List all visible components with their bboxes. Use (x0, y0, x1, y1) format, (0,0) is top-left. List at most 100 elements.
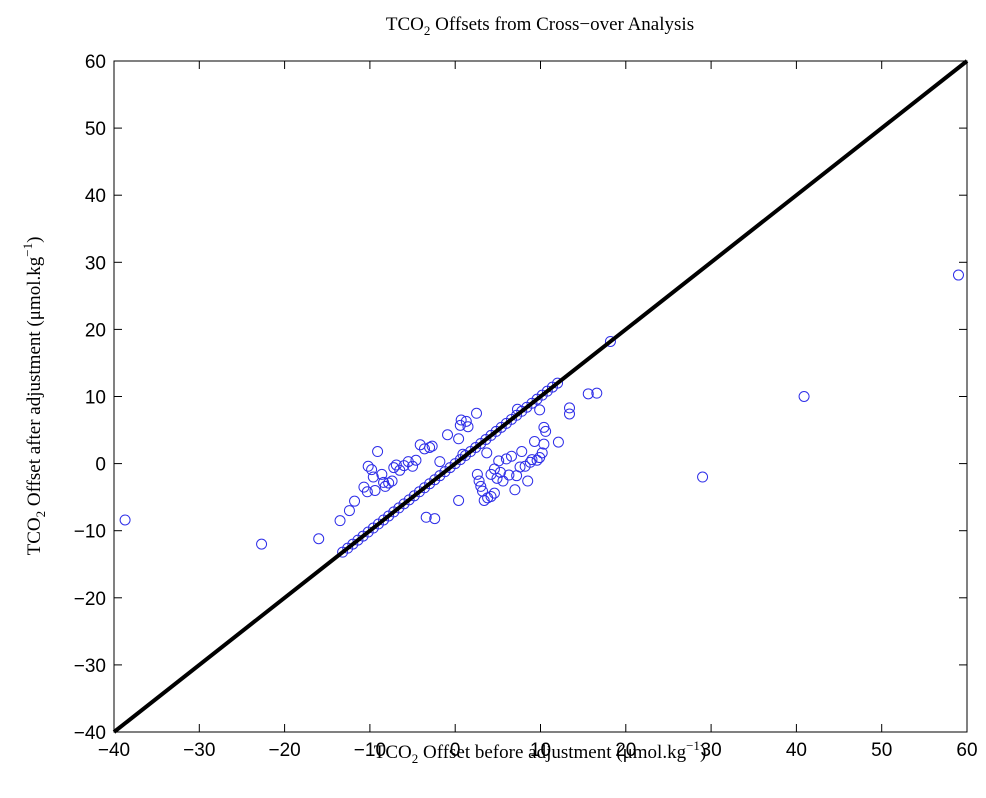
x-tick-label: 10 (530, 740, 551, 761)
chart-title-subscript: 2 (424, 23, 431, 38)
data-point (481, 447, 493, 459)
x-axis-label-main: TCO (374, 742, 412, 763)
data-point (582, 388, 594, 400)
data-point (418, 443, 430, 455)
data-point (434, 456, 446, 468)
data-point (478, 495, 490, 507)
data-point (538, 421, 550, 433)
data-point (503, 469, 515, 481)
x-tick-label: −30 (183, 740, 215, 761)
x-tick-label: 0 (450, 740, 461, 761)
plot-frame (113, 60, 968, 733)
chart-title-rest: Offsets from Cross−over Analysis (430, 14, 694, 35)
data-point (442, 429, 454, 441)
data-point (410, 454, 422, 466)
data-point (453, 433, 465, 445)
x-tick-label: −10 (354, 740, 386, 761)
x-axis-label: TCO2 Offset before adjustment (μmol.kg−1… (374, 738, 707, 766)
y-axis-label-superscript: −1 (20, 243, 35, 257)
data-point (313, 533, 325, 545)
data-point (455, 414, 467, 426)
y-axis-label-rest: Offset after adjustment (μmol.kg (24, 256, 45, 511)
y-tick-label: −40 (74, 723, 106, 744)
data-point (564, 408, 576, 420)
data-point (337, 546, 349, 558)
data-point (367, 471, 379, 483)
data-point (475, 480, 487, 492)
data-point (407, 460, 419, 472)
data-point (514, 461, 526, 473)
x-axis-label-superscript: −1 (686, 738, 700, 753)
data-point (505, 450, 517, 462)
data-point (390, 459, 402, 471)
data-point (361, 486, 373, 498)
data-point (538, 438, 550, 450)
y-tick-label: 40 (85, 186, 106, 207)
data-point (379, 480, 391, 492)
data-point (564, 402, 576, 414)
x-tick-label: 60 (956, 740, 977, 761)
reference-line (112, 59, 969, 734)
x-axis-label-end: ) (700, 742, 706, 763)
reference-line-group (112, 59, 969, 734)
data-point (420, 511, 432, 523)
data-point (500, 453, 512, 465)
data-point (471, 468, 483, 480)
axis-ticks: −40 −30 −20 −10 0 10 20 30 40 50 60 −40 −30 −20 −10 0 10… (74, 52, 978, 761)
data-point (526, 454, 538, 466)
data-point (376, 468, 388, 480)
y-tick-label: 20 (85, 320, 106, 341)
data-points (119, 269, 964, 558)
data-point (453, 495, 465, 507)
data-point (697, 471, 709, 483)
y-tick-label: −30 (74, 656, 106, 677)
x-tick-label: −40 (98, 740, 130, 761)
data-point (485, 490, 497, 502)
y-tick-label: 10 (85, 388, 106, 409)
x-tick-label: 30 (701, 740, 722, 761)
data-point (388, 462, 400, 474)
data-point (591, 387, 603, 399)
data-point (798, 391, 810, 402)
x-axis-label-subscript: 2 (412, 751, 419, 766)
data-point (471, 407, 483, 419)
y-axis-label-main: TCO (24, 517, 45, 555)
chart-title: TCO2 Offsets from Cross−over Analysis (386, 14, 694, 38)
data-point (349, 495, 361, 507)
data-point (369, 484, 381, 496)
data-point (372, 446, 384, 458)
data-point (460, 415, 472, 427)
data-point (534, 404, 546, 416)
x-tick-label: 20 (615, 740, 636, 761)
y-axis-label: TCO2 Offset after adjustment (μmol.kg−1) (20, 237, 48, 556)
data-point (524, 456, 536, 468)
data-point (522, 475, 534, 487)
data-point (362, 460, 374, 472)
y-axis-label-subscript: 2 (33, 511, 48, 518)
data-point (454, 419, 466, 431)
data-point (462, 421, 474, 433)
data-point (552, 436, 564, 448)
y-tick-label: 50 (85, 119, 106, 140)
y-tick-label: −10 (74, 522, 106, 543)
data-point (426, 440, 438, 452)
x-axis-label-rest: Offset before adjustment (μmol.kg (418, 742, 686, 763)
data-point (531, 454, 543, 466)
chart-title-main: TCO (386, 14, 424, 35)
y-tick-label: 60 (85, 52, 106, 73)
data-point (493, 455, 505, 467)
data-point (256, 538, 268, 550)
x-tick-label: −20 (268, 740, 300, 761)
data-point (488, 487, 500, 499)
data-point (516, 446, 528, 458)
y-tick-label: 0 (95, 455, 106, 476)
data-point (424, 441, 436, 453)
y-tick-label: −20 (74, 589, 106, 610)
data-point (952, 269, 964, 281)
data-point (343, 505, 355, 517)
data-point (386, 475, 398, 487)
data-point (119, 514, 131, 526)
x-tick-label: 40 (786, 740, 807, 761)
